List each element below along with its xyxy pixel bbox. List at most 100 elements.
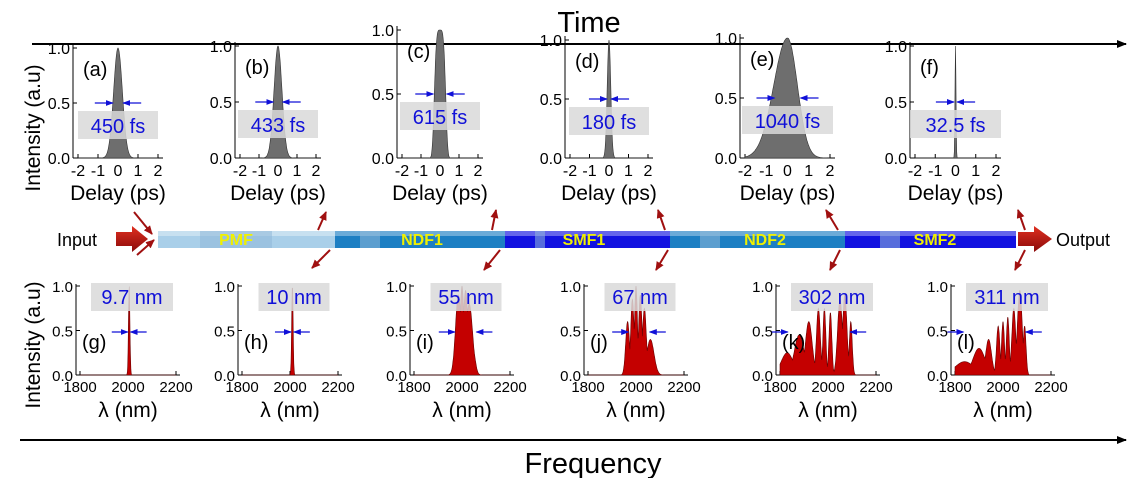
y-tick-label: 0.5	[372, 87, 394, 104]
x-axis-label: Delay (ps)	[392, 182, 488, 205]
panel-tag: (d)	[575, 51, 599, 73]
fiber-segment	[985, 231, 1016, 248]
fwhm-box	[569, 107, 649, 135]
spectrum-panel: 0.0 0.5 1.0 1800 2000 2200 (j) 67 nm λ (nm)	[560, 279, 701, 422]
x-tick-label: -2	[395, 163, 409, 180]
width-label: 311 nm	[974, 287, 1039, 309]
panel-tag: (k)	[782, 332, 805, 354]
fiber-segment	[272, 231, 335, 248]
fiber-sheen	[985, 231, 1016, 236]
x-tick-label: 2000	[986, 379, 1019, 396]
x-tick-label: 2	[474, 163, 483, 180]
width-box	[258, 283, 330, 311]
y-tick-label: 0.5	[386, 324, 407, 341]
x-tick-label: 2000	[619, 379, 652, 396]
x-tick-label: 1800	[225, 379, 258, 396]
y-tick-label: 1.0	[560, 279, 581, 296]
input-label: Input	[57, 230, 97, 250]
x-tick-label: -1	[414, 163, 428, 180]
x-tick-label: 1800	[63, 379, 96, 396]
x-tick-label: 1	[804, 163, 813, 180]
fiber-sheen	[920, 231, 985, 236]
width-label: 302 nm	[799, 287, 866, 309]
x-tick-label: 0	[114, 163, 123, 180]
panel-tag: (a)	[83, 59, 107, 81]
pointer-arrow	[829, 249, 841, 271]
panel-tag: (c)	[407, 41, 430, 63]
x-tick-label: 2000	[445, 379, 478, 396]
pulse-panel: 0.0 0.5 1.0 -2 -1 0 1 2 (b) 433 fs Delay (ps)	[210, 39, 326, 205]
width-label: 9.7 nm	[101, 287, 162, 309]
fiber-segment	[628, 231, 670, 248]
fiber-segment-label: NDF2	[744, 232, 786, 249]
x-tick-label: -2	[71, 163, 85, 180]
pointer-arrow	[656, 209, 666, 231]
fwhm-box	[742, 106, 833, 134]
fiber-segment-label: PMF	[219, 232, 253, 249]
fiber-segment-label: SMF1	[563, 232, 606, 249]
fwhm-label: 32.5 fs	[925, 115, 985, 137]
y-tick-label: 0.5	[48, 96, 70, 113]
panel-tag: (g)	[82, 332, 106, 354]
x-tick-label: -1	[582, 163, 596, 180]
width-box	[91, 283, 173, 311]
y-tick-label: 1.0	[48, 41, 70, 58]
panel-tag: (b)	[245, 57, 269, 79]
fiber-segment-label: NDF1	[401, 232, 443, 249]
fiber-splice	[535, 231, 545, 248]
y-tick-label: 1.0	[927, 279, 948, 296]
y-tick-label: 0.0	[752, 368, 773, 385]
fwhm-box	[238, 110, 318, 138]
x-axis-label: λ (nm)	[798, 399, 858, 422]
pulse-trace	[570, 39, 648, 159]
x-tick-label: -2	[908, 163, 922, 180]
pulse-panel: 0.0 0.5 1.0 -2 -1 0 1 2 (d) 180 fs Delay (ps)	[540, 33, 657, 205]
fiber-segment	[460, 231, 505, 248]
fiber-segment	[390, 231, 460, 248]
width-box	[966, 283, 1048, 311]
x-tick-label: 0	[274, 163, 283, 180]
fwhm-box	[910, 110, 1001, 138]
x-tick-label: -1	[91, 163, 105, 180]
fwhm-label: 615 fs	[413, 107, 467, 129]
fiber-sheen	[460, 231, 505, 236]
pulse-trace	[78, 47, 158, 159]
pointer-arrow	[311, 249, 331, 269]
fiber-sheen	[800, 231, 845, 236]
fiber-sheen	[730, 231, 800, 236]
pointer-arrow	[317, 211, 327, 231]
x-tick-label: 1	[455, 163, 464, 180]
x-tick-label: 2200	[859, 379, 892, 396]
fiber-splice	[880, 231, 900, 248]
width-box	[604, 283, 676, 311]
output-label: Output	[1056, 230, 1110, 250]
pulse-panel: 0.0 0.5 1.0 -2 -1 0 1 2 (a) 450 fs Delay (ps)	[48, 41, 166, 205]
fiber-splice	[700, 231, 720, 248]
output-arrow-icon	[1018, 226, 1052, 252]
x-tick-label: 0	[436, 163, 445, 180]
pointer-arrow	[825, 209, 839, 231]
frequency-label: Frequency	[524, 448, 662, 478]
spectrum-panel: 0.0 0.5 1.0 1800 2000 2200 (h) 10 nm λ (nm)	[214, 279, 355, 422]
x-tick-label: -2	[738, 163, 752, 180]
fwhm-label: 450 fs	[91, 116, 145, 138]
y-tick-label: 0.5	[715, 91, 737, 108]
panel-tag: (i)	[416, 332, 434, 354]
fiber-segment	[920, 231, 985, 248]
width-label: 67 nm	[612, 287, 668, 309]
x-tick-label: 1	[293, 163, 302, 180]
fiber-chain: Input Output PMF NDF1 SMF1 NDF2 SMF2	[57, 226, 1110, 252]
spectrum-trace	[954, 290, 1051, 376]
fiber-sheen	[272, 231, 335, 236]
x-axis-label: Delay (ps)	[908, 182, 1004, 205]
x-tick-label: 2200	[1034, 379, 1067, 396]
y-tick-label: 0.0	[52, 368, 73, 385]
x-axis-label: Delay (ps)	[740, 182, 836, 205]
x-tick-label: -2	[233, 163, 247, 180]
input-arrow-icon	[116, 226, 148, 252]
y-tick-label: 1.0	[715, 31, 737, 48]
x-tick-label: 1	[971, 163, 980, 180]
x-tick-label: 2	[992, 163, 1001, 180]
y-tick-label: 0.0	[927, 368, 948, 385]
x-tick-label: 0	[783, 163, 792, 180]
